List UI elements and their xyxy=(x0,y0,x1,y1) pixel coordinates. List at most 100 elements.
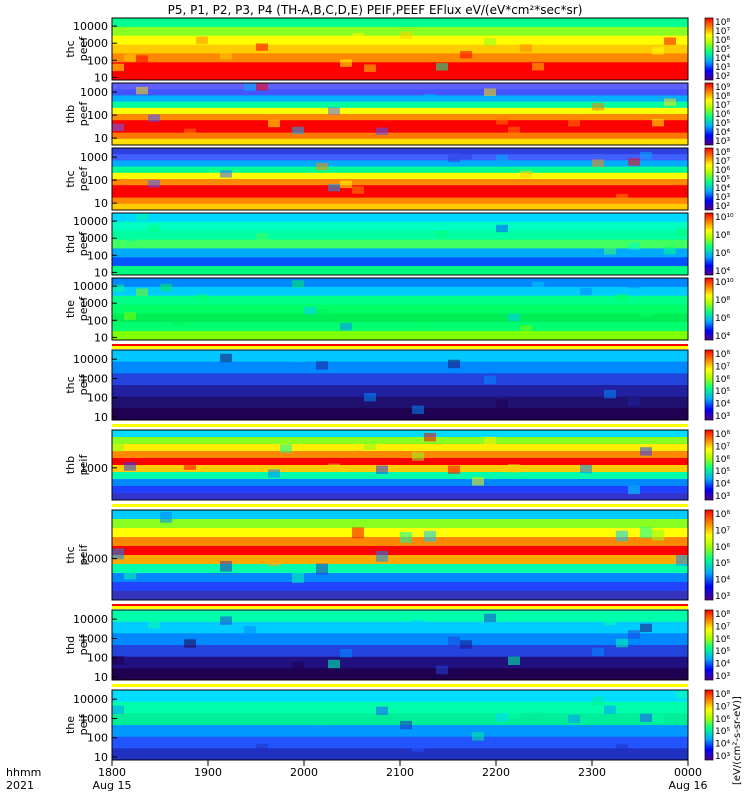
spectrogram-cell xyxy=(628,630,640,639)
panel-probe-label: thc xyxy=(64,170,77,187)
y-tick-label: 1000 xyxy=(80,713,108,726)
panel-separator xyxy=(112,504,688,507)
colorbar-tick-label: 10³ xyxy=(715,752,730,762)
spectrogram-cell xyxy=(328,463,340,472)
panel-product-label: peef xyxy=(77,166,90,192)
spectrogram-cell xyxy=(568,714,580,724)
x-corner-label-year: 2021 xyxy=(6,779,34,792)
spectrogram-band xyxy=(112,322,688,332)
spectrogram-cell xyxy=(112,63,124,72)
spectrogram-cell xyxy=(628,242,640,250)
spectrogram-cell xyxy=(616,638,628,648)
spectrogram-cell xyxy=(448,636,460,646)
spectrogram-band xyxy=(112,458,688,466)
spectrogram-cell xyxy=(292,572,304,583)
colorbar-tick-label: 10⁶ xyxy=(715,715,730,725)
panel-separator xyxy=(112,346,688,349)
spectrogram-cell xyxy=(268,469,280,478)
panel-frame xyxy=(111,82,689,146)
spectrogram-cell xyxy=(148,180,160,188)
spectrogram-band xyxy=(112,444,688,452)
spectrogram-cell xyxy=(328,183,340,192)
spectrogram-cell xyxy=(352,32,364,41)
colorbar-tick-label: 10⁵ xyxy=(715,45,730,55)
spectrogram-band xyxy=(112,266,688,276)
colorbar-tick-label: 10³ xyxy=(715,63,730,73)
spectrogram-cell xyxy=(184,461,196,470)
spectrogram-band xyxy=(112,132,688,140)
spectrogram-band xyxy=(112,304,688,314)
spectrogram-cell xyxy=(172,318,184,326)
spectrogram-cell xyxy=(664,246,676,255)
spectrogram-band xyxy=(112,120,688,127)
spectrogram-cell xyxy=(460,51,472,59)
panel-frame xyxy=(111,509,689,601)
y-tick-label: 100 xyxy=(87,732,108,745)
spectrogram-cell xyxy=(436,665,448,675)
panel-frame xyxy=(111,609,689,681)
colorbar-tick-label: 10⁵ xyxy=(715,647,730,657)
spectrogram-band xyxy=(112,582,688,592)
y-tick-label: 10000 xyxy=(73,280,108,293)
spectrogram-band xyxy=(112,361,688,374)
spectrogram-cell xyxy=(616,744,628,753)
spectrogram-cell xyxy=(352,186,364,194)
spectrogram-band xyxy=(112,239,688,249)
spectrogram-band xyxy=(112,465,688,473)
spectrogram-cell xyxy=(652,119,664,127)
colorbar xyxy=(704,509,714,601)
spectrogram-cell xyxy=(652,714,664,723)
spectrogram-cell xyxy=(628,485,640,495)
spectrogram-cell xyxy=(568,119,580,127)
spectrogram-cell xyxy=(496,154,508,162)
colorbar xyxy=(704,429,714,501)
spectrogram-cell xyxy=(592,159,604,167)
y-tick-label: 10000 xyxy=(73,353,108,366)
colorbar-tick-label: 10⁹ xyxy=(715,83,730,93)
spectrogram-cell xyxy=(352,527,364,539)
panel-product-label: peef xyxy=(77,36,90,62)
spectrogram-band xyxy=(112,101,688,109)
panel-frame xyxy=(111,277,689,341)
spectrogram-band xyxy=(112,668,688,681)
spectrogram-band xyxy=(112,591,688,601)
colorbar-tick-label: 10⁴ xyxy=(715,184,730,194)
spectrogram-band xyxy=(112,197,688,205)
y-tick-label: 10000 xyxy=(73,613,108,626)
panel-probe-label: thb xyxy=(64,456,77,474)
spectrogram-cell xyxy=(424,433,436,442)
colorbar-tick-label: 10⁴ xyxy=(715,740,730,750)
spectrogram-band xyxy=(112,633,688,646)
panel-probe-label: thc xyxy=(64,546,77,563)
spectrogram-cell xyxy=(592,647,604,657)
spectrogram-cell xyxy=(484,436,496,446)
panel-product-label: peif xyxy=(77,374,90,396)
spectrogram-band xyxy=(112,519,688,529)
spectrogram-cell xyxy=(640,309,652,317)
spectrogram-cell xyxy=(316,563,328,575)
spectrogram-band xyxy=(112,95,688,103)
colorbar-tick-label: 10⁴ xyxy=(715,480,730,490)
panel-frame xyxy=(111,212,689,276)
x-tick-date-label: Aug 15 xyxy=(93,779,132,792)
y-tick-label: 10000 xyxy=(73,693,108,706)
spectrogram-cell xyxy=(604,616,616,626)
panel-probe-label: thd xyxy=(64,636,77,654)
colorbar-tick-label: 10¹⁰ xyxy=(715,278,734,288)
spectrogram-cell xyxy=(124,462,136,471)
spectrogram-cell xyxy=(484,38,496,46)
spectrogram-band xyxy=(112,295,688,306)
spectrogram-cell xyxy=(628,397,640,406)
spectrogram-band xyxy=(112,690,688,703)
spectrogram-band xyxy=(112,408,688,421)
spectrogram-cell xyxy=(460,152,472,160)
spectrogram-cell xyxy=(508,710,520,720)
spectrogram-band xyxy=(112,53,688,63)
spectrogram-cell xyxy=(580,287,592,296)
colorbar-tick-label: 10⁶ xyxy=(715,36,730,46)
spectrogram-cell xyxy=(340,649,352,658)
spectrogram-band xyxy=(112,396,688,409)
spectrogram-cell xyxy=(676,555,688,566)
